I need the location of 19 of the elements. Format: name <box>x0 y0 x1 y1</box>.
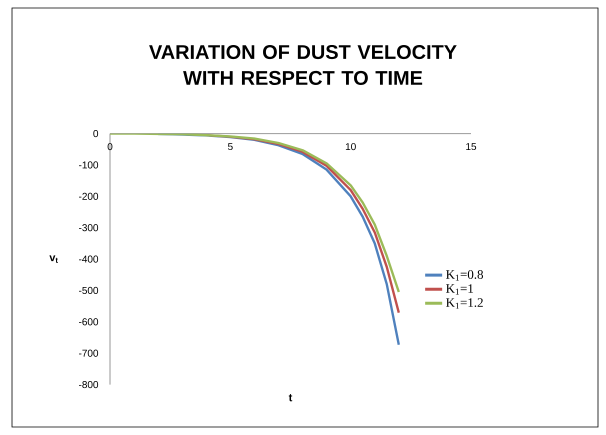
y-tick-label: -600 <box>78 318 98 326</box>
y-tick-label: -200 <box>78 192 98 200</box>
x-axis-title: t <box>288 394 292 402</box>
y-tick-label: -500 <box>78 286 98 294</box>
x-tick-label: 0 <box>108 143 112 150</box>
x-tick-label: 5 <box>228 143 233 150</box>
y-tick-label: -700 <box>78 350 98 357</box>
y-tick-label: -100 <box>78 161 98 168</box>
y-axis-title: v$_{t}$ <box>49 255 58 263</box>
legend-label: K$_{1}$=1.2 <box>446 298 483 309</box>
y-tick-label: -300 <box>78 224 98 232</box>
chart-title: VARIATION OF DUST VELOCITY WITH RESPECT TO TIME <box>149 44 457 85</box>
legend-label: K$_{1}$=1 <box>446 284 474 295</box>
legend-label: K$_{1}$=0.8 <box>446 270 484 281</box>
y-tick-label: -400 <box>78 256 98 263</box>
x-tick-label: 15 <box>466 143 476 150</box>
x-tick-label: 10 <box>346 143 356 150</box>
y-tick-label: -800 <box>78 381 98 388</box>
y-tick-label: 0 <box>93 130 98 138</box>
